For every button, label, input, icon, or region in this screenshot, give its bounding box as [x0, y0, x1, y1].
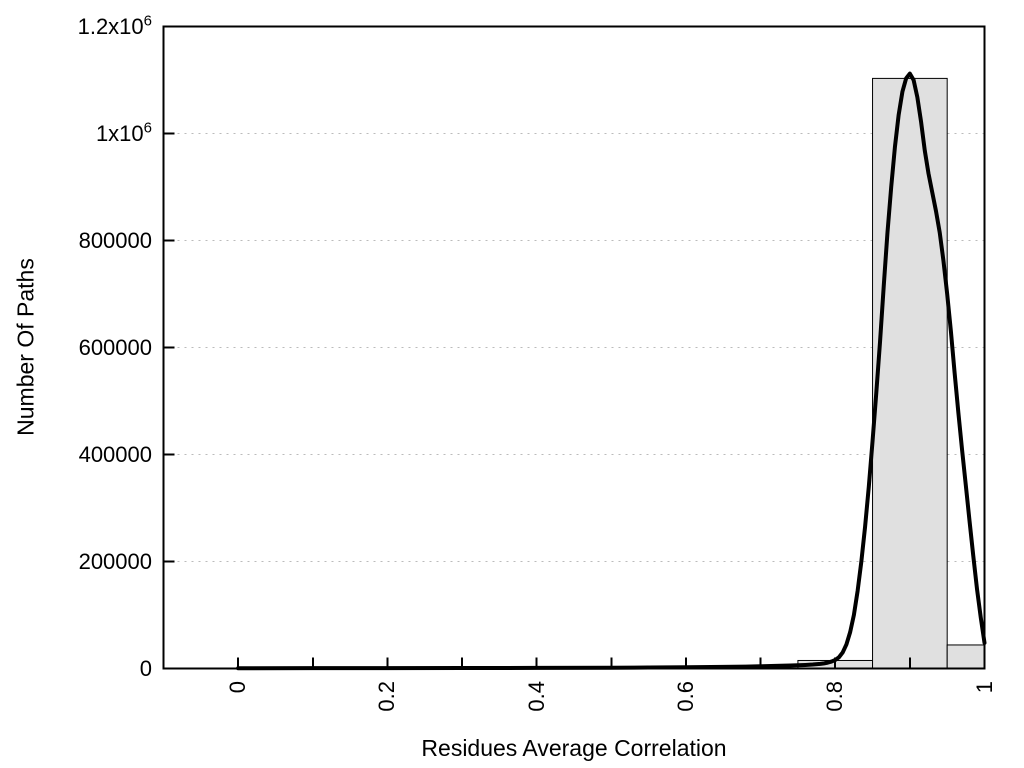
histogram-bar	[872, 77, 948, 669]
y-tick-label: 1.2x106	[77, 12, 152, 39]
x-tick-label: 0.8	[822, 681, 848, 712]
x-axis-title: Residues Average Correlation	[421, 735, 727, 761]
histogram-bar	[946, 644, 986, 670]
x-tick-label: 0.2	[374, 681, 400, 712]
x-tick-label: 1	[971, 681, 997, 694]
x-tick-label: 0.6	[672, 681, 698, 712]
x-tick-label: 0.4	[523, 681, 549, 712]
y-tick-label: 0	[139, 655, 152, 681]
y-tick-label: 1x106	[95, 119, 152, 146]
y-tick-label: 200000	[78, 548, 152, 574]
y-tick-label: 800000	[78, 227, 152, 253]
y-tick-label: 400000	[78, 441, 152, 467]
x-tick-label: 0	[225, 681, 251, 694]
y-axis-title: Number Of Paths	[12, 258, 39, 436]
y-tick-label: 600000	[78, 334, 152, 360]
